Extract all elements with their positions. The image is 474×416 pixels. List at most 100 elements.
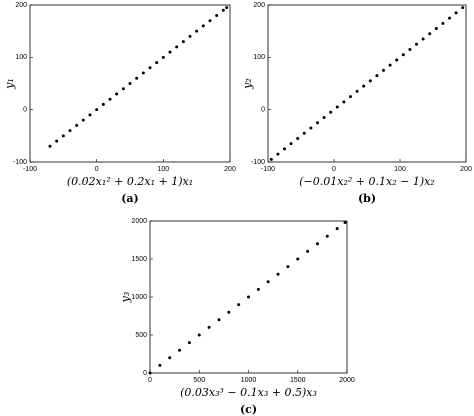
y-tick-label: -100 (13, 159, 27, 166)
point (215, 13, 219, 17)
point (68, 129, 72, 133)
point (237, 303, 241, 307)
y-tick-label: 200 (253, 2, 265, 9)
caption: (b) (358, 192, 376, 205)
point (188, 34, 192, 38)
point (448, 16, 451, 20)
x-tick-label: -100 (261, 166, 275, 173)
point (289, 142, 293, 146)
point (441, 21, 445, 25)
y-axis-label: y₃ (119, 292, 132, 304)
point (343, 221, 347, 225)
caption: (c) (240, 403, 257, 416)
point (197, 333, 201, 337)
point (276, 272, 280, 276)
point (401, 53, 405, 57)
point (335, 227, 339, 231)
point (168, 50, 172, 54)
point (316, 121, 319, 125)
y-tick-label: -100 (251, 159, 265, 166)
point (158, 363, 162, 367)
point (315, 242, 319, 246)
y-tick-label: 0 (261, 107, 265, 114)
point (296, 257, 300, 261)
point (454, 11, 458, 15)
point (181, 40, 185, 44)
point (208, 19, 212, 23)
point (108, 97, 112, 101)
point (135, 76, 139, 80)
point (329, 110, 333, 114)
point (355, 89, 359, 93)
point (217, 318, 221, 322)
point (335, 105, 339, 109)
point (375, 74, 379, 78)
y-tick-label: 500 (135, 332, 147, 339)
y-tick-label: 1500 (131, 256, 147, 263)
point (276, 152, 280, 156)
point (121, 87, 125, 91)
point (115, 92, 119, 96)
x-tick-label: 200 (224, 166, 236, 173)
y-tick-label: 2000 (131, 218, 147, 225)
point (148, 66, 152, 70)
point (168, 356, 172, 360)
point (221, 8, 225, 12)
x-axis-label: (0.02x₁² + 0.2x₁ + 1)x₁ (67, 175, 193, 188)
y-axis-label: y₂ (241, 78, 254, 90)
point (309, 126, 313, 130)
point (302, 131, 306, 135)
point (178, 348, 182, 352)
point (286, 265, 290, 269)
point (283, 147, 286, 151)
y-axis-label: y₁ (3, 78, 16, 90)
point (388, 63, 392, 67)
point (368, 79, 372, 83)
plot-frame (29, 4, 231, 163)
point (75, 123, 79, 127)
point (421, 37, 425, 41)
point (88, 113, 92, 117)
point (81, 118, 85, 122)
x-tick-label: 100 (157, 166, 169, 173)
point (415, 42, 418, 46)
x-tick-label: 0 (332, 166, 336, 173)
point (95, 108, 99, 112)
x-tick-label: 200 (460, 166, 472, 173)
point (207, 325, 211, 329)
x-axis-label: (0.03x₃³ − 0.1x₃ + 0.5)x₃ (180, 386, 317, 399)
point (408, 47, 412, 51)
point (148, 371, 152, 375)
point (128, 82, 132, 85)
point (61, 134, 65, 138)
x-tick-label: 0 (95, 166, 99, 173)
point (247, 295, 250, 299)
point (266, 280, 270, 284)
point (296, 136, 300, 140)
point (225, 6, 229, 10)
point (461, 6, 465, 10)
point (55, 139, 59, 143)
x-tick-label: 0 (148, 377, 152, 384)
point (155, 61, 159, 65)
point (187, 341, 191, 345)
point (349, 95, 352, 99)
point (161, 55, 165, 59)
caption: (a) (121, 192, 139, 205)
y-tick-label: 0 (143, 370, 147, 377)
x-tick-label: -100 (23, 166, 37, 173)
point (269, 157, 273, 161)
point (48, 144, 52, 148)
plot-frame (267, 4, 467, 163)
point (101, 102, 105, 106)
point (201, 24, 205, 28)
point (306, 249, 310, 253)
point (227, 310, 231, 314)
x-tick-label: 500 (193, 377, 205, 384)
point (195, 29, 199, 33)
x-tick-label: 100 (394, 166, 406, 173)
point (434, 27, 438, 31)
y-tick-label: 0 (23, 107, 27, 114)
point (325, 234, 329, 238)
